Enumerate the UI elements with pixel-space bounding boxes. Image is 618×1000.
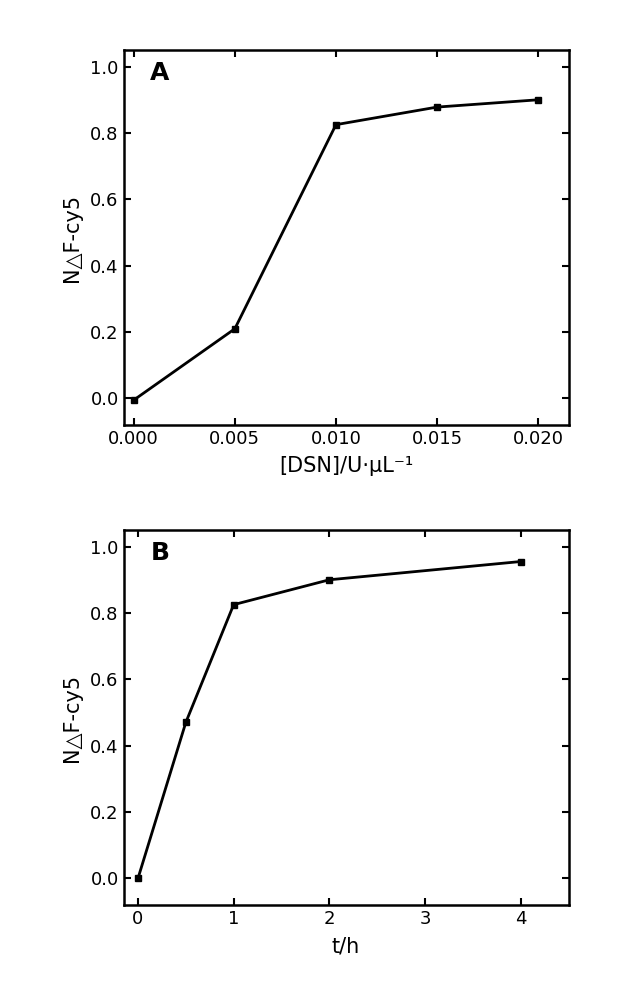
Y-axis label: N△F-cy5: N△F-cy5 — [62, 193, 82, 282]
Y-axis label: N△F-cy5: N△F-cy5 — [62, 673, 82, 762]
Text: A: A — [150, 61, 170, 85]
Text: B: B — [150, 541, 169, 565]
X-axis label: [DSN]/U·μL⁻¹: [DSN]/U·μL⁻¹ — [279, 456, 413, 476]
X-axis label: t/h: t/h — [332, 936, 360, 956]
